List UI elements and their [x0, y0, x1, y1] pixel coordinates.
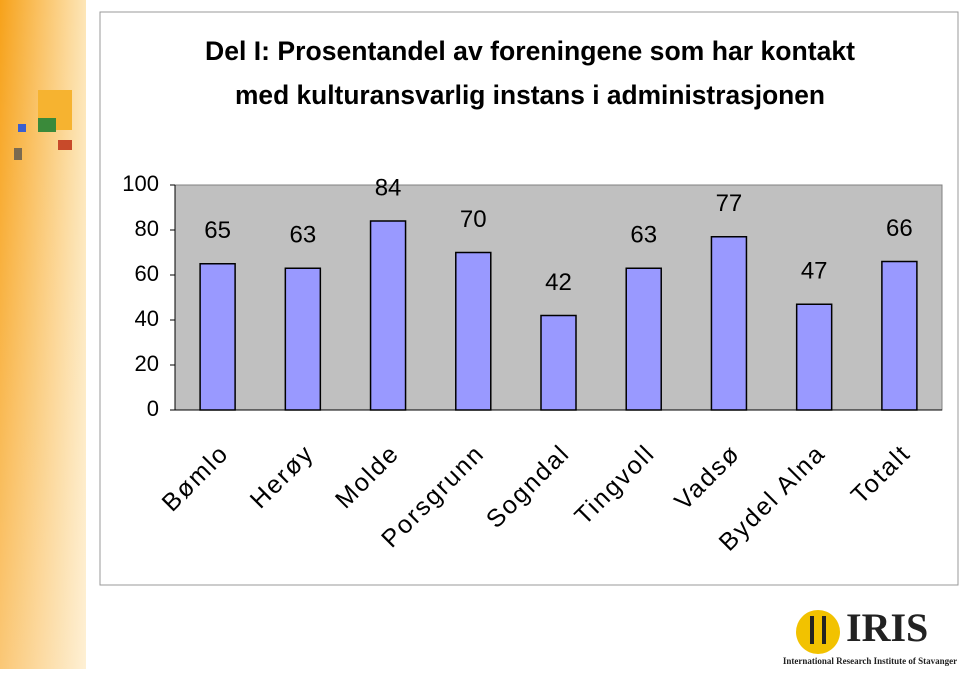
bar [710, 236, 748, 411]
value-label: 47 [801, 258, 828, 285]
bar [540, 314, 577, 411]
value-label: 63 [289, 222, 316, 249]
value-label: 77 [716, 190, 743, 217]
value-label: 70 [460, 206, 487, 233]
y-tick-label: 20 [135, 351, 159, 376]
y-tick-label: 0 [147, 396, 159, 421]
value-label: 42 [545, 269, 572, 296]
chart-title: med kulturansvarlig instans i administra… [235, 80, 825, 110]
chart-title: Del I: Prosentandel av foreningene som h… [205, 36, 855, 66]
logo-name: IRIS [846, 605, 928, 650]
logo: IRIS International Research Institute of… [783, 605, 957, 666]
logo-emblem [810, 616, 814, 644]
deco-square [58, 140, 72, 150]
y-tick-label: 100 [122, 171, 159, 196]
value-label: 63 [630, 222, 657, 249]
deco-square [18, 124, 26, 132]
value-label: 66 [886, 215, 913, 242]
bar [795, 303, 833, 411]
y-tick-label: 80 [135, 216, 159, 241]
bar [625, 267, 662, 411]
value-label: 84 [375, 174, 402, 201]
y-tick-label: 40 [135, 306, 159, 331]
y-tick-label: 60 [135, 261, 159, 286]
bar [455, 251, 492, 411]
logo-emblem [822, 616, 826, 644]
bar [881, 260, 918, 411]
value-label: 65 [204, 217, 231, 244]
bar [284, 267, 322, 411]
deco-square [38, 118, 56, 132]
deco-square [14, 148, 22, 160]
bar [199, 263, 236, 411]
bar [369, 220, 407, 411]
logo-subtitle: International Research Institute of Stav… [783, 656, 957, 666]
logo-emblem [796, 610, 840, 654]
